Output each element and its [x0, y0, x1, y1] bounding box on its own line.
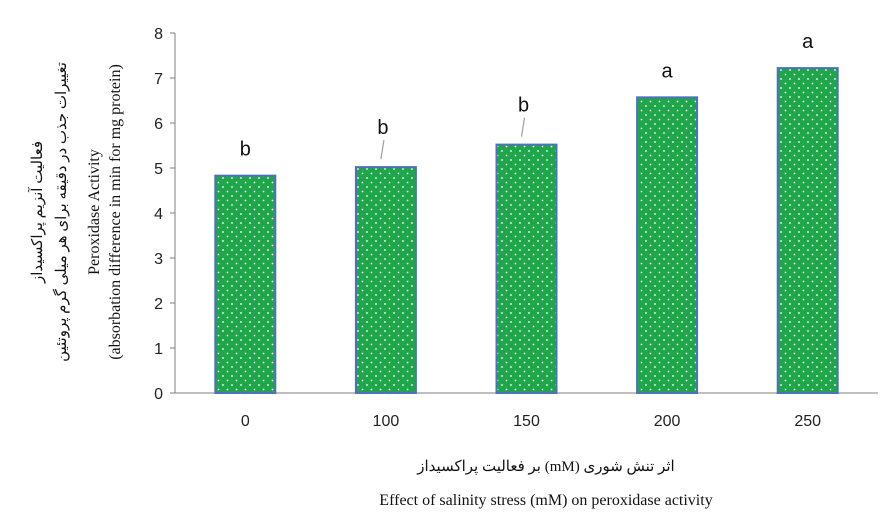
bar-0 — [214, 174, 277, 394]
data-labels: b b b a a — [240, 31, 814, 161]
data-label: a — [802, 31, 814, 53]
x-tick-labels: 0 100 150 200 250 — [241, 413, 821, 430]
x-tick-label: 250 — [794, 413, 821, 430]
x-axis-title-en: Effect of salinity stress (mM) on peroxi… — [379, 492, 712, 509]
y-axis-title-en-line1: Peroxidase Activity — [86, 149, 103, 275]
x-axis-title: اثر تنش شوری (mM) بر فعالیت پراکسیداز Ef… — [379, 459, 712, 509]
y-tick-label: 5 — [154, 161, 163, 178]
y-tick-label: 8 — [154, 26, 163, 43]
y-axis-title: فعالیت آنزیم پراکسیداز تغییرات جذب در دق… — [28, 62, 124, 362]
bar-series — [214, 67, 839, 394]
y-axis-title-fa-line1: فعالیت آنزیم پراکسیداز — [28, 141, 46, 284]
x-tick-label: 100 — [373, 413, 400, 430]
bar-250 — [776, 67, 839, 394]
x-axis-title-fa: اثر تنش شوری (mM) بر فعالیت پراکسیداز — [416, 459, 674, 475]
data-label: b — [518, 95, 529, 117]
y-tick-label: 3 — [154, 251, 163, 268]
y-tick-label: 0 — [154, 386, 163, 403]
data-label-leader — [520, 117, 526, 137]
data-label-leader — [380, 140, 385, 160]
bar-100 — [354, 166, 417, 394]
y-axis-title-en-line2: (absorbation difference in min for mg pr… — [107, 64, 124, 360]
y-axis-title-fa-line2: تغییرات جذب در دقیقه برای هر میلی گرم پر… — [52, 62, 70, 362]
data-label: b — [240, 139, 251, 161]
data-label: b — [377, 117, 388, 139]
y-tick-labels: 0 1 2 3 4 5 6 7 8 — [154, 26, 175, 403]
y-tick-label: 4 — [154, 206, 163, 223]
x-tick-label: 200 — [654, 413, 681, 430]
y-tick-label: 1 — [154, 341, 163, 358]
x-tick-label: 150 — [513, 413, 540, 430]
bar-200 — [636, 96, 699, 394]
bar-150 — [495, 143, 558, 394]
x-tick-label: 0 — [241, 413, 250, 430]
y-tick-label: 7 — [154, 71, 163, 88]
data-label: a — [662, 60, 674, 82]
y-tick-label: 2 — [154, 296, 163, 313]
y-tick-label: 6 — [154, 116, 163, 133]
